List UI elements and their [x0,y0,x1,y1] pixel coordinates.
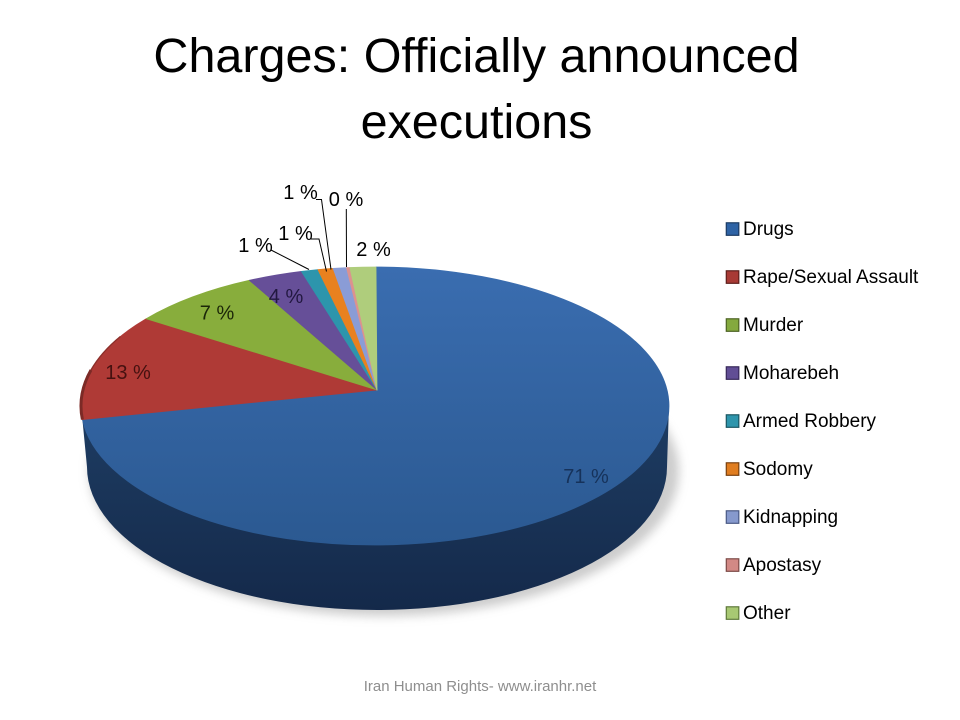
svg-text:0 %: 0 % [329,189,364,211]
svg-text:7 %: 7 % [200,303,235,325]
svg-text:2 %: 2 % [356,239,391,261]
svg-text:Murder: Murder [743,315,804,336]
svg-text:executions: executions [361,95,593,149]
svg-text:Moharebeh: Moharebeh [743,363,839,384]
svg-text:Rape/Sexual Assault: Rape/Sexual Assault [743,267,919,288]
svg-text:Drugs: Drugs [743,219,794,240]
svg-text:4 %: 4 % [269,286,304,308]
svg-text:1 %: 1 % [278,223,313,245]
svg-text:Sodomy: Sodomy [743,459,813,480]
svg-text:Iran Human Rights- www.iranhr.: Iran Human Rights- www.iranhr.net [364,678,597,695]
svg-text:1 %: 1 % [283,182,318,204]
svg-text:71 %: 71 % [563,466,609,488]
svg-text:1 %: 1 % [238,235,273,257]
svg-text:Armed Robbery: Armed Robbery [743,411,877,432]
svg-text:Charges: Officially announced: Charges: Officially announced [153,29,799,83]
svg-text:Other: Other [743,603,791,624]
svg-text:Apostasy: Apostasy [743,555,822,576]
svg-text:13 %: 13 % [105,362,151,384]
svg-text:Kidnapping: Kidnapping [743,507,838,528]
